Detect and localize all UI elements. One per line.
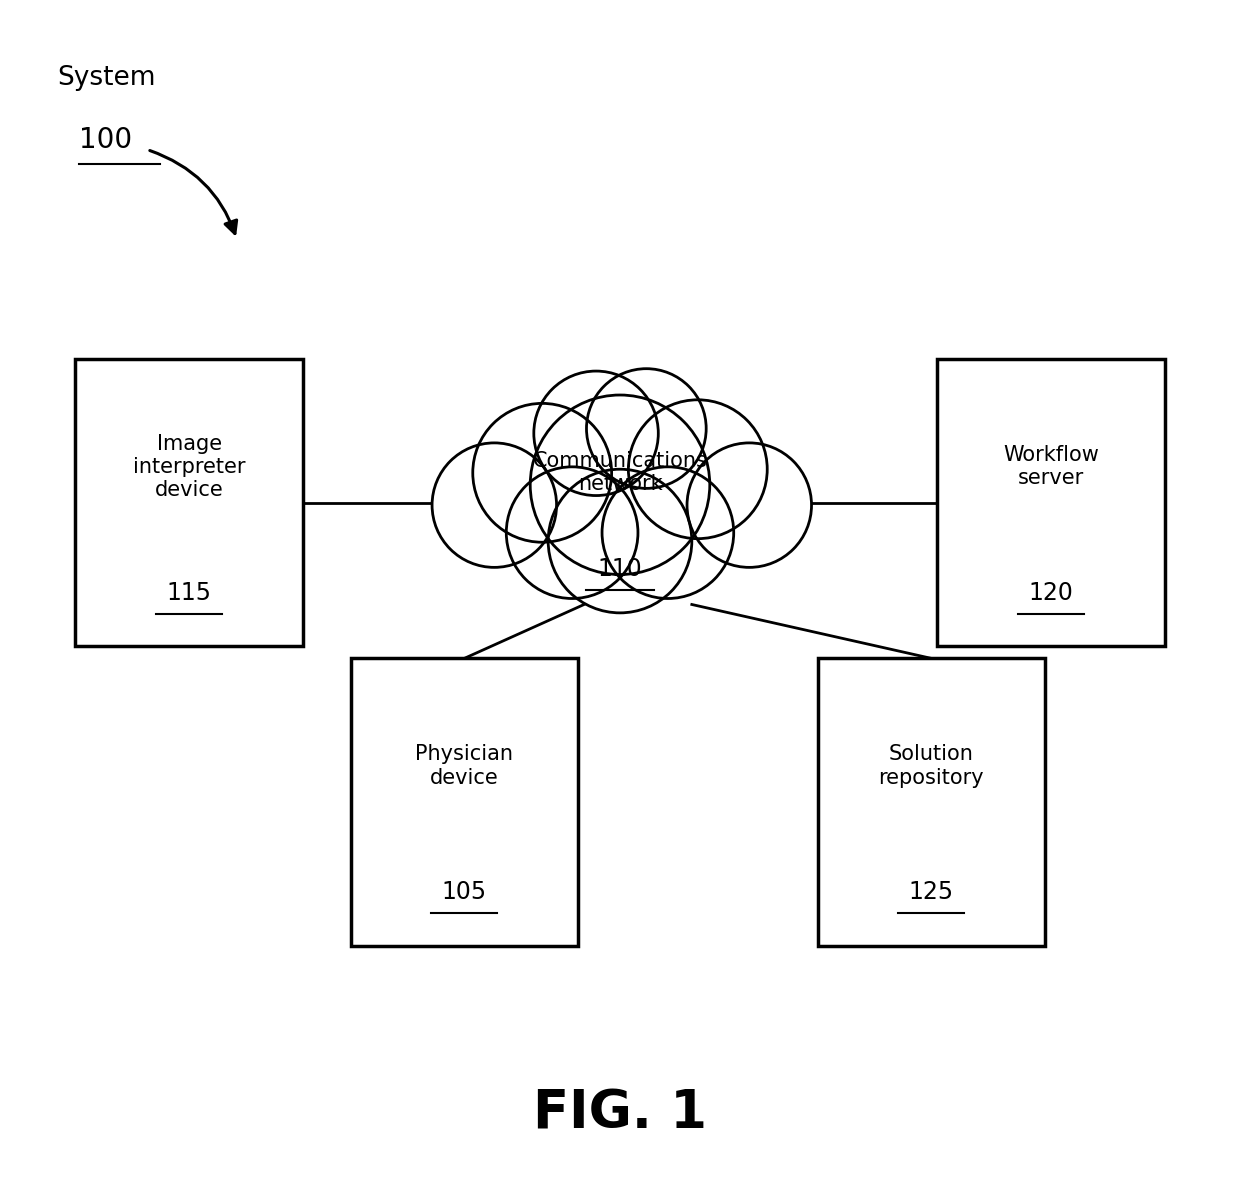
Circle shape xyxy=(432,443,557,567)
Text: Image
interpreter
device: Image interpreter device xyxy=(133,433,246,500)
Circle shape xyxy=(548,469,692,613)
Text: 115: 115 xyxy=(166,581,212,604)
Text: Solution
repository: Solution repository xyxy=(878,745,985,788)
Text: 125: 125 xyxy=(909,880,954,904)
Circle shape xyxy=(472,403,611,542)
Text: FIG. 1: FIG. 1 xyxy=(533,1087,707,1140)
FancyBboxPatch shape xyxy=(76,359,303,646)
FancyBboxPatch shape xyxy=(817,658,1045,946)
Circle shape xyxy=(531,395,709,575)
Text: 120: 120 xyxy=(1028,581,1074,604)
Circle shape xyxy=(603,467,734,598)
Circle shape xyxy=(629,400,768,539)
Circle shape xyxy=(533,371,658,496)
Text: Workflow
server: Workflow server xyxy=(1003,445,1099,488)
Circle shape xyxy=(506,467,637,598)
Text: Communications
network: Communications network xyxy=(532,451,708,494)
Text: System: System xyxy=(57,65,156,91)
Circle shape xyxy=(687,443,811,567)
Circle shape xyxy=(587,369,707,488)
Text: Physician
device: Physician device xyxy=(415,745,513,788)
FancyBboxPatch shape xyxy=(351,658,578,946)
Text: 105: 105 xyxy=(441,880,487,904)
Text: 110: 110 xyxy=(598,557,642,581)
Text: 100: 100 xyxy=(79,126,133,154)
FancyBboxPatch shape xyxy=(937,359,1164,646)
